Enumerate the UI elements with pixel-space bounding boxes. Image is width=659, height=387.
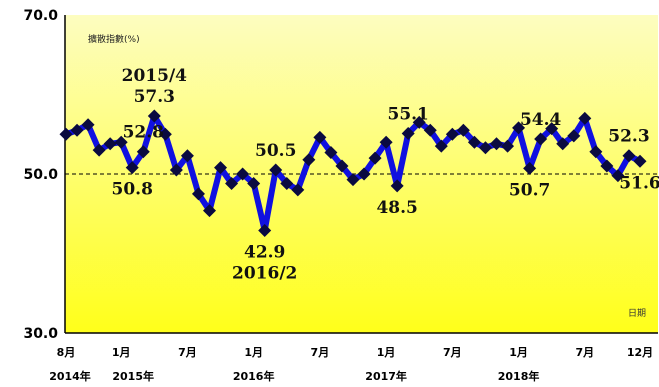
data-point-marker (225, 177, 239, 191)
data-point-marker (368, 151, 382, 165)
data-point-marker (390, 179, 404, 193)
data-label: 51.6 (619, 173, 659, 193)
data-point-marker (578, 111, 592, 125)
month-tick-label: 7月 (575, 346, 594, 359)
data-point-marker (180, 149, 194, 163)
data-point-marker (158, 127, 172, 141)
data-point-marker (467, 135, 481, 149)
y-tick-label: 50.0 (23, 167, 58, 183)
month-tick-label: 7月 (311, 346, 330, 359)
data-label: 52.3 (608, 127, 649, 147)
data-point-marker (600, 159, 614, 173)
y-tick-label: 30.0 (23, 326, 58, 342)
data-label: 50.5 (255, 141, 296, 161)
data-point-marker (81, 118, 95, 132)
data-point-marker (357, 167, 371, 181)
data-point-marker (633, 154, 647, 168)
data-label: 50.7 (509, 180, 550, 200)
data-point-marker (567, 129, 581, 143)
data-point-marker (125, 161, 139, 175)
data-point-marker (313, 130, 327, 144)
data-point-marker (523, 161, 537, 175)
month-tick-label: 12月 (627, 346, 653, 359)
data-point-marker (258, 223, 272, 237)
data-point-marker (191, 187, 205, 201)
data-point-marker (490, 137, 503, 151)
data-label: 48.5 (376, 198, 417, 218)
series-markers (59, 109, 647, 237)
month-tick-label: 7月 (443, 346, 462, 359)
data-point-marker (379, 135, 393, 149)
data-point-marker (556, 137, 570, 151)
data-point-marker (324, 146, 338, 160)
data-label: 2016/2 (232, 263, 297, 283)
month-tick-label: 1月 (112, 346, 131, 359)
data-point-marker (611, 169, 625, 183)
data-point-marker (534, 132, 548, 146)
data-label: 54.4 (520, 110, 562, 130)
data-point-marker (445, 127, 459, 141)
data-point-marker (136, 145, 150, 159)
month-tick-label: 7月 (178, 346, 197, 359)
corner-label: 日期 (628, 308, 646, 319)
month-tick-label: 8月 (57, 346, 76, 359)
data-point-marker (291, 183, 305, 197)
data-label: 42.9 (244, 242, 285, 262)
data-point-marker (70, 123, 84, 137)
data-label: 2015/4 (122, 66, 188, 86)
data-point-marker (92, 143, 106, 157)
x-tick-labels: 8月 1月 7月 1月 7月 1月 7月 1月 7月 12月 2014年 2015年 2016年 2017… (49, 346, 653, 383)
data-point-marker (622, 149, 636, 163)
data-point-marker (501, 139, 515, 153)
data-point-marker (236, 167, 250, 181)
month-tick-label: 1月 (509, 346, 528, 359)
year-tick-label: 2018年 (498, 369, 540, 383)
data-point-marker (434, 139, 448, 153)
data-point-marker (59, 127, 73, 141)
y-tick-labels: 30.0 50.0 70.0 (23, 8, 58, 342)
data-point-marker (401, 126, 415, 140)
data-label: 55.1 (387, 104, 428, 124)
year-tick-label: 2016年 (233, 369, 275, 383)
data-point-marker (423, 123, 437, 137)
year-tick-label: 2014年 (49, 369, 91, 383)
data-point-marker (346, 173, 360, 187)
data-point-marker (545, 122, 559, 136)
data-point-marker (280, 177, 294, 191)
data-label: 50.8 (112, 180, 153, 200)
year-tick-label: 2015年 (112, 369, 154, 383)
month-tick-label: 1月 (244, 346, 263, 359)
y-axis-label: 擴散指數(%) (88, 33, 140, 45)
data-point-marker (269, 163, 283, 177)
data-point-marker (512, 121, 526, 135)
y-tick-label: 70.0 (23, 8, 58, 24)
data-label: 57.3 (134, 87, 175, 107)
data-point-marker (247, 177, 261, 191)
data-point-marker (147, 109, 161, 123)
data-point-marker (456, 123, 470, 137)
data-point-marker (589, 145, 603, 159)
month-tick-label: 1月 (377, 346, 396, 359)
year-tick-label: 2017年 (365, 369, 407, 383)
data-point-marker (412, 115, 426, 129)
data-point-marker (214, 161, 228, 175)
data-point-marker (203, 204, 216, 218)
data-point-marker (103, 137, 117, 151)
data-label: 52.8 (123, 123, 164, 143)
data-point-marker (302, 153, 316, 167)
data-point-marker (335, 159, 349, 173)
data-point-marker (169, 163, 183, 177)
data-point-marker (478, 141, 492, 155)
data-point-marker (114, 135, 128, 149)
